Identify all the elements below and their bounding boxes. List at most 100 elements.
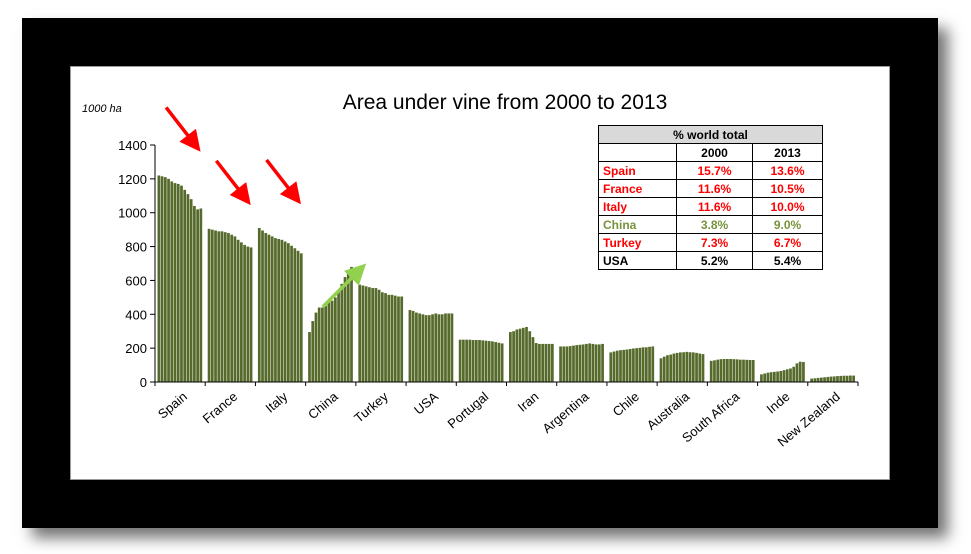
bar: [547, 343, 551, 382]
bar: [581, 344, 585, 382]
bar: [494, 342, 498, 382]
bar: [776, 371, 779, 382]
bar: [622, 349, 626, 382]
x-tick-label: Portugal: [445, 389, 492, 432]
bar: [487, 341, 491, 382]
bar: [839, 375, 843, 382]
y-tick-label: 400: [125, 307, 147, 322]
table-row: USA 5.2% 5.4%: [598, 251, 823, 270]
bar: [283, 241, 287, 382]
bar: [619, 350, 622, 382]
bar: [462, 339, 465, 382]
table-header-2013: 2013: [752, 143, 823, 162]
table-country: Turkey: [598, 233, 677, 252]
bar: [415, 312, 418, 382]
bar: [327, 302, 331, 382]
bar: [223, 232, 227, 382]
y-tick-label: 1000: [118, 206, 147, 221]
bar: [230, 234, 234, 382]
table-header-row: 2000 2013: [598, 143, 823, 162]
bar: [795, 363, 799, 382]
table-title-row: % world total: [598, 125, 823, 144]
bar: [324, 305, 328, 382]
bar: [296, 250, 300, 382]
bar: [500, 343, 504, 382]
bar: [748, 359, 752, 382]
bar: [186, 194, 190, 382]
table-value-2013: 13.6%: [752, 161, 823, 180]
bar: [813, 378, 817, 382]
bar: [713, 360, 716, 382]
table-value-2000: 15.7%: [676, 161, 753, 180]
bar: [518, 328, 522, 382]
bar: [666, 355, 669, 382]
bar: [173, 183, 177, 382]
bar: [427, 315, 431, 382]
bar: [481, 340, 485, 382]
bar: [393, 295, 397, 382]
bar: [261, 230, 264, 382]
bar: [440, 314, 444, 382]
bar: [515, 329, 519, 382]
x-tick-label: Australia: [644, 388, 693, 432]
y-tick-label: 200: [125, 341, 147, 356]
bar: [609, 352, 613, 383]
bar: [625, 349, 629, 382]
table-value-2013: 6.7%: [752, 233, 823, 252]
table-country: USA: [598, 251, 677, 270]
bar: [578, 344, 582, 382]
bar: [384, 293, 387, 383]
bar: [340, 283, 344, 382]
bar: [816, 377, 820, 382]
bar: [525, 326, 528, 382]
bar: [662, 356, 666, 382]
bar: [565, 346, 569, 382]
bar: [792, 366, 796, 382]
bar: [308, 332, 311, 382]
bar: [826, 376, 830, 382]
bar: [444, 313, 447, 382]
bar: [337, 290, 340, 382]
bar: [491, 341, 494, 382]
bar: [534, 343, 538, 382]
table-row: Italy 11.6% 10.0%: [598, 197, 823, 216]
bar: [852, 375, 855, 382]
bar: [474, 340, 478, 382]
bar: [240, 242, 243, 382]
bar: [829, 376, 833, 382]
bar: [591, 343, 595, 382]
bar: [763, 373, 767, 382]
bar: [635, 348, 638, 382]
table-country: Italy: [598, 197, 677, 216]
bar: [628, 348, 632, 382]
bar: [845, 375, 849, 382]
arrow-up-icon: [321, 263, 367, 309]
y-tick-label: 800: [125, 240, 147, 255]
bar: [346, 270, 350, 382]
table-row: Turkey 7.3% 6.7%: [598, 233, 823, 252]
x-tick-label: Argentina: [539, 388, 592, 436]
bar: [431, 314, 434, 382]
bar: [249, 247, 253, 382]
table-row: France 11.6% 10.5%: [598, 179, 823, 198]
bar: [400, 296, 404, 382]
bar: [729, 358, 732, 382]
bar: [594, 344, 598, 382]
bar: [368, 287, 371, 382]
bar: [685, 351, 689, 382]
bar: [719, 359, 723, 382]
bar: [823, 377, 826, 382]
bar: [447, 313, 451, 382]
bar: [183, 189, 187, 382]
bars: [157, 175, 855, 383]
bar: [669, 354, 673, 382]
bar: [170, 181, 174, 382]
table-row: China 3.8% 9.0%: [598, 215, 823, 234]
x-tick-label: Italy: [263, 388, 291, 415]
bar: [418, 313, 421, 382]
bar: [760, 374, 763, 382]
bar: [559, 346, 562, 382]
bar: [167, 178, 170, 382]
table-value-2013: 5.4%: [752, 251, 823, 270]
